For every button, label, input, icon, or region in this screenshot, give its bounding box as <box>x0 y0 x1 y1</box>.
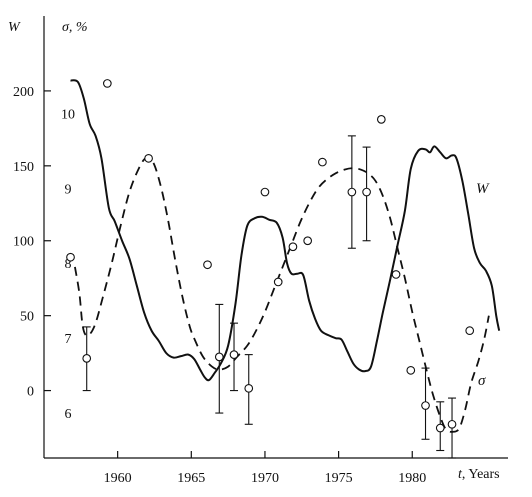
sigma-observation-point <box>421 401 430 410</box>
x-tick-label: 1960 <box>104 471 132 486</box>
sigma-observation-point <box>144 153 153 163</box>
x-axis-label-var: t <box>458 467 463 482</box>
y-right-axis-label: σ, % <box>62 20 88 35</box>
y-left-tick-label: 200 <box>13 85 34 100</box>
sigma-observation-point <box>244 383 254 393</box>
y-left-tick-label: 100 <box>13 235 34 250</box>
y-left-tick-label: 150 <box>13 160 34 175</box>
sigma-observation-point <box>447 419 457 429</box>
x-tick-label: 1980 <box>398 471 426 486</box>
y-left-axis-label: W <box>8 20 21 35</box>
series-label-w: W <box>476 181 490 197</box>
y-left-tick-label: 50 <box>20 310 34 325</box>
w-series-line <box>70 79 501 382</box>
y-right-tick-label: 6 <box>65 407 72 422</box>
sigma-observation-point <box>391 270 401 279</box>
ticks: 1960 1965 1970 1975 1980 0 50 100 150 200 6 7 8 9 10 <box>13 85 426 486</box>
x-tick-label: 1970 <box>251 471 279 486</box>
y-left-tick-label: 0 <box>27 385 34 400</box>
sigma-observation-point <box>288 242 298 252</box>
sigma-observation-point <box>465 326 475 335</box>
y-right-tick-label: 8 <box>65 257 72 272</box>
y-right-tick-label: 7 <box>65 332 72 347</box>
observation-points <box>66 79 475 459</box>
sigma-observation-point <box>214 352 224 362</box>
sigma-observation-point <box>362 187 371 197</box>
sigma-observation-point <box>435 423 445 433</box>
series-layer <box>70 79 501 433</box>
sigma-observation-point <box>229 350 239 359</box>
x-tick-label: 1965 <box>177 471 205 486</box>
sigma-observation-point <box>376 115 386 124</box>
sigma-observation-point <box>260 187 270 197</box>
sigma-observation-point <box>66 252 75 262</box>
y-right-tick-label: 9 <box>65 182 72 197</box>
sigma-series-line <box>74 156 490 433</box>
axes <box>43 16 508 459</box>
sigma-observation-point <box>406 365 416 375</box>
sigma-observation-point <box>82 354 92 363</box>
y-right-tick-label: 10 <box>61 107 75 122</box>
sigma-observation-point <box>273 277 283 287</box>
sigma-observation-point <box>318 157 327 167</box>
x-tick-label: 1975 <box>325 471 353 486</box>
sigma-observation-point <box>102 79 112 88</box>
sigma-observation-point <box>347 187 357 197</box>
sigma-observation-point <box>203 260 212 270</box>
x-axis-label: t, Years <box>458 467 500 482</box>
series-label-sigma: σ <box>478 373 486 389</box>
sigma-observation-point <box>303 236 313 246</box>
x-axis-label-unit: , Years <box>462 467 500 482</box>
